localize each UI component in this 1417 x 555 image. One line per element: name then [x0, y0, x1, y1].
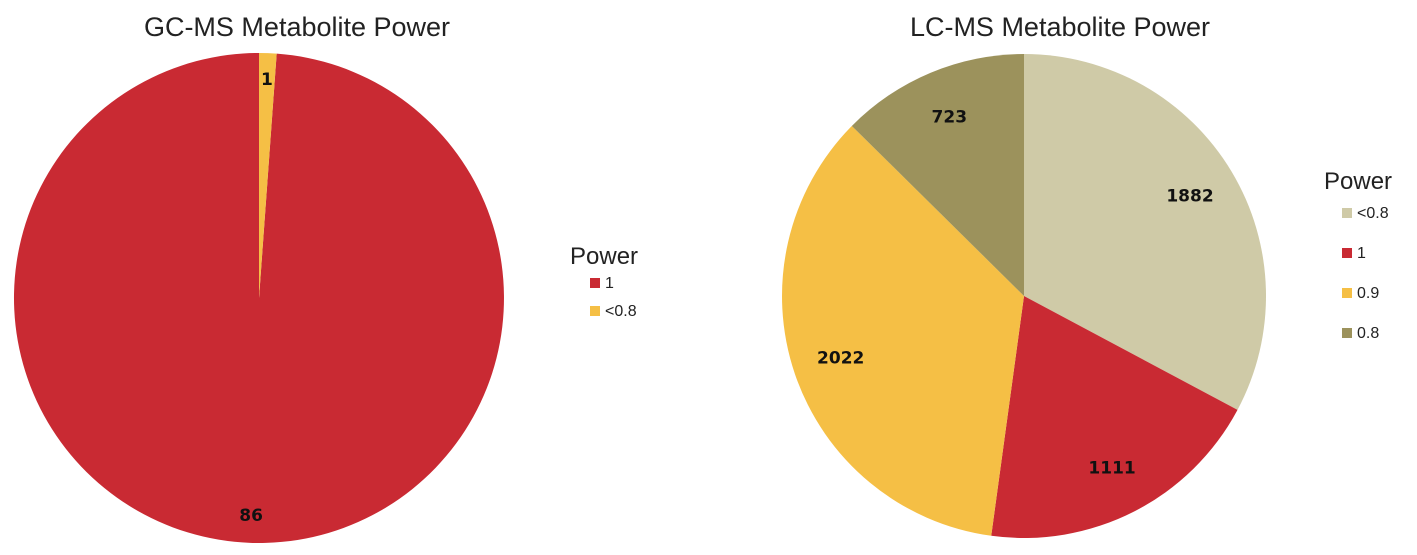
lc-ms-slice-labels: 1882 1111 2022 723 [817, 107, 1214, 478]
gc-ms-legend-title: Power [570, 243, 638, 270]
gc-ms-chart-title: GC-MS Metabolite Power [144, 12, 450, 42]
gc-ms-legend-label-lt-0-8: <0.8 [605, 303, 637, 320]
gc-ms-slice-value-1: 86 [239, 506, 263, 526]
lc-ms-slice-0-9 [782, 125, 1024, 536]
lc-ms-slice-value-lt-0-8: 1882 [1166, 186, 1213, 206]
lc-ms-chart-title: LC-MS Metabolite Power [910, 12, 1210, 42]
gc-ms-slices [13, 53, 504, 543]
lc-ms-legend-swatch-1 [1342, 248, 1352, 258]
gc-ms-slice-1 [13, 53, 504, 543]
lc-ms-legend-swatch-0-8 [1342, 328, 1352, 338]
lc-ms-legend-label-0-8: 0.8 [1357, 325, 1379, 342]
lc-ms-slice-value-0-9: 2022 [817, 348, 864, 368]
gc-ms-legend: Power 1 <0.8 [570, 243, 638, 320]
gc-ms-legend-swatch-1 [590, 278, 600, 288]
gc-ms-legend-label-1: 1 [605, 275, 614, 292]
lc-ms-legend-swatch-lt-0-8 [1342, 208, 1352, 218]
lc-ms-legend-label-0-9: 0.9 [1357, 285, 1379, 302]
lc-ms-pie-chart: LC-MS Metabolite Power 1882 1111 2022 723 P… [782, 12, 1392, 538]
lc-ms-legend-title: Power [1324, 168, 1392, 195]
lc-ms-slice-lt-0-8 [1024, 54, 1267, 410]
lc-ms-legend-label-lt-0-8: <0.8 [1357, 205, 1389, 222]
lc-ms-slice-value-0-8: 723 [932, 107, 968, 127]
gc-ms-pie-chart: GC-MS Metabolite Power 86 1 Power 1 <0.8 [13, 12, 638, 543]
lc-ms-legend-swatch-0-9 [1342, 288, 1352, 298]
lc-ms-legend: Power <0.8 1 0.9 0.8 [1324, 168, 1392, 342]
lc-ms-slice-0-8 [851, 54, 1024, 296]
gc-ms-legend-swatch-lt-0-8 [590, 306, 600, 316]
gc-ms-slice-lt-0-8 [259, 53, 277, 298]
gc-ms-slice-labels: 86 1 [239, 70, 273, 526]
lc-ms-slice-value-1: 1111 [1088, 458, 1135, 478]
lc-ms-legend-label-1: 1 [1357, 245, 1366, 262]
gc-ms-slice-value-lt-0-8: 1 [261, 70, 273, 90]
lc-ms-slice-1 [991, 296, 1238, 538]
lc-ms-slices [782, 54, 1267, 538]
